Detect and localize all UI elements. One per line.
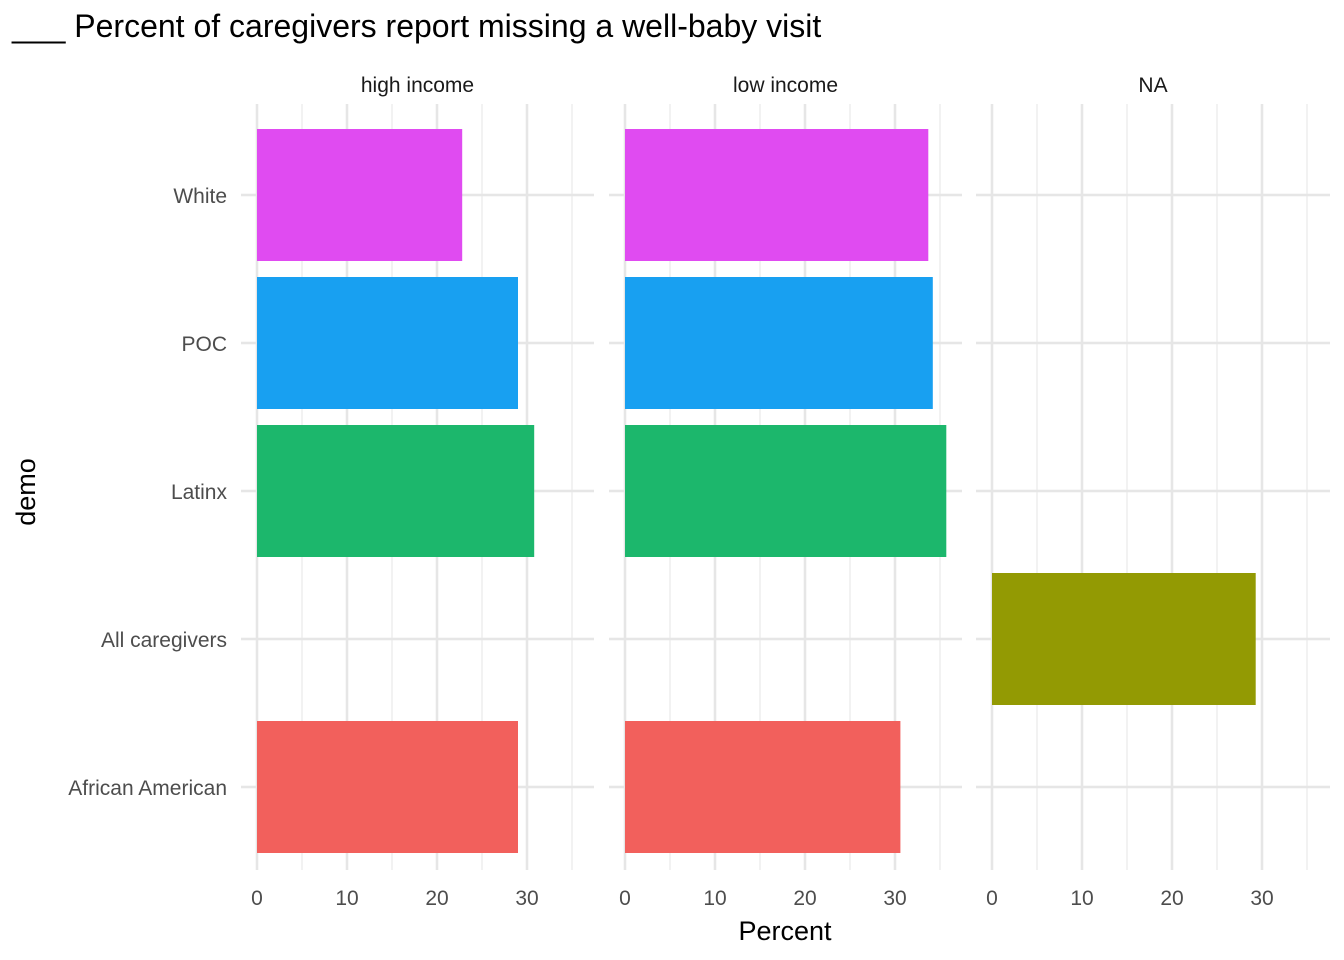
facet-panel-low-income: low income 0 10 20 30: [609, 74, 962, 910]
x-tick-label: 30: [883, 887, 906, 910]
x-axis-title: Percent: [738, 916, 832, 946]
bar-white-low-income: [625, 129, 929, 261]
x-tick-label: 0: [986, 887, 998, 910]
x-tick-label: 0: [251, 887, 263, 910]
facet-label: low income: [733, 74, 838, 97]
bar-all-caregivers-na: [992, 573, 1256, 705]
bar-poc-low-income: [625, 277, 933, 409]
chart-title: ___ Percent of caregivers report missing…: [12, 8, 822, 44]
bar-white-high-income: [257, 129, 463, 261]
x-tick-label: 20: [1160, 887, 1183, 910]
x-tick-label: 10: [335, 887, 358, 910]
bar-latinx-high-income: [257, 425, 535, 557]
y-tick-label-all-caregivers: All caregivers: [101, 629, 227, 652]
x-tick-label: 0: [619, 887, 631, 910]
y-tick-label-african-american: African American: [68, 777, 227, 800]
bar-latinx-low-income: [625, 425, 947, 557]
y-axis-tick-labels: African American All caregivers Latinx POC W…: [68, 185, 227, 800]
y-axis-title: demo: [11, 458, 41, 526]
x-tick-label: 30: [1250, 887, 1273, 910]
bar-african-american-high-income: [257, 721, 518, 853]
y-tick-label-poc: POC: [181, 333, 227, 356]
y-tick-label-latinx: Latinx: [171, 481, 228, 504]
facet-panel-na: NA 0 10 20 30: [976, 74, 1330, 910]
bar-poc-high-income: [257, 277, 518, 409]
facet-label: NA: [1138, 74, 1167, 97]
x-tick-label: 10: [703, 887, 726, 910]
x-tick-label: 30: [515, 887, 538, 910]
facet-panels: high income 0 10 20 30 low income 0 10 20 30 NA 0 10…: [241, 74, 1330, 910]
x-tick-label: 10: [1070, 887, 1093, 910]
facet-panel-high-income: high income 0 10 20 30: [241, 74, 594, 910]
x-tick-label: 20: [793, 887, 816, 910]
facet-label: high income: [361, 74, 474, 97]
bar-african-american-low-income: [625, 721, 901, 853]
y-tick-label-white: White: [173, 185, 227, 208]
x-tick-label: 20: [425, 887, 448, 910]
